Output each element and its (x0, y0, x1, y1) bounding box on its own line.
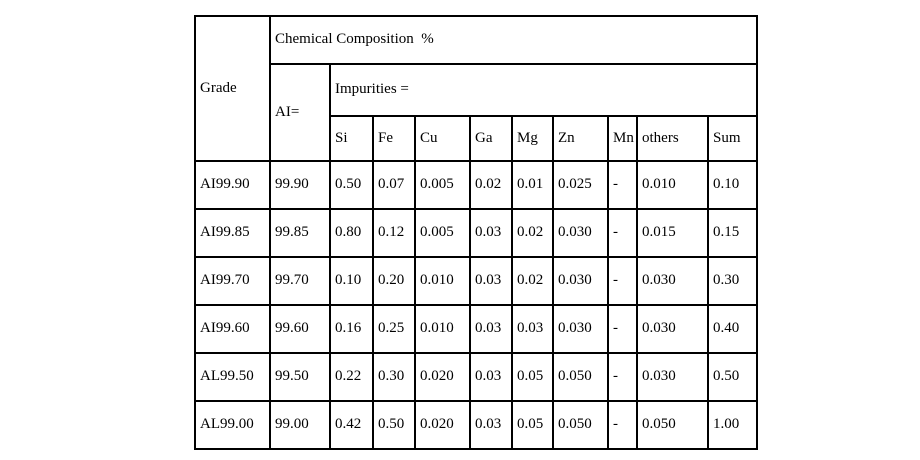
col-header-cu: Cu (414, 115, 471, 162)
value-cell-cu: 0.005 (414, 208, 471, 258)
value-cell-ga: 0.03 (469, 352, 513, 402)
col-header-fe: Fe (372, 115, 416, 162)
value-cell-others: 0.010 (636, 160, 709, 210)
value-cell-mn: - (607, 400, 638, 450)
al-column-header: AI= (269, 63, 331, 162)
value-cell-mn: - (607, 208, 638, 258)
value-cell-zn: 0.025 (552, 160, 609, 210)
grade-cell: AI99.60 (194, 304, 271, 354)
table-row: AI99.70 99.70 0.10 0.20 0.010 0.03 0.02 … (194, 256, 758, 306)
al-cell: 99.00 (269, 400, 331, 450)
value-cell-mn: - (607, 352, 638, 402)
value-cell-si: 0.22 (329, 352, 374, 402)
grade-cell: AI99.85 (194, 208, 271, 258)
value-cell-sum: 0.15 (707, 208, 758, 258)
value-cell-fe: 0.25 (372, 304, 416, 354)
impurities-header: Impurities = (329, 63, 758, 117)
value-cell-ga: 0.03 (469, 208, 513, 258)
value-cell-zn: 0.030 (552, 304, 609, 354)
value-cell-sum: 0.30 (707, 256, 758, 306)
value-cell-others: 0.030 (636, 256, 709, 306)
header-row-title: Grade Chemical Composition % (194, 15, 758, 162)
value-cell-fe: 0.07 (372, 160, 416, 210)
value-cell-mg: 0.02 (511, 256, 554, 306)
grade-cell: AI99.90 (194, 160, 271, 210)
al-cell: 99.70 (269, 256, 331, 306)
value-cell-ga: 0.03 (469, 256, 513, 306)
table-row: AI99.60 99.60 0.16 0.25 0.010 0.03 0.03 … (194, 304, 758, 354)
al-cell: 99.50 (269, 352, 331, 402)
grade-column-header: Grade (194, 15, 271, 162)
al-cell: 99.60 (269, 304, 331, 354)
value-cell-zn: 0.050 (552, 352, 609, 402)
al-cell: 99.85 (269, 208, 331, 258)
col-header-zn: Zn (552, 115, 609, 162)
value-cell-cu: 0.005 (414, 160, 471, 210)
value-cell-mn: - (607, 160, 638, 210)
col-header-si: Si (329, 115, 374, 162)
value-cell-fe: 0.30 (372, 352, 416, 402)
value-cell-mg: 0.03 (511, 304, 554, 354)
table-title: Chemical Composition % (269, 15, 758, 65)
table-row: AI99.85 99.85 0.80 0.12 0.005 0.03 0.02 … (194, 208, 758, 258)
header-row-elements: Si Fe Cu Ga Mg Zn Mn others Sum (195, 115, 758, 162)
value-cell-mg: 0.05 (511, 400, 554, 450)
grade-cell: AL99.50 (194, 352, 271, 402)
value-cell-cu: 0.010 (414, 256, 471, 306)
value-cell-mn: - (607, 304, 638, 354)
col-header-sum: Sum (707, 115, 758, 162)
value-cell-si: 0.50 (329, 160, 374, 210)
col-header-ga: Ga (469, 115, 513, 162)
value-cell-mn: - (607, 256, 638, 306)
value-cell-others: 0.050 (636, 400, 709, 450)
value-cell-mg: 0.05 (511, 352, 554, 402)
value-cell-sum: 0.50 (707, 352, 758, 402)
value-cell-sum: 0.10 (707, 160, 758, 210)
value-cell-others: 0.015 (636, 208, 709, 258)
value-cell-zn: 0.050 (552, 400, 609, 450)
table-row: AL99.00 99.00 0.42 0.50 0.020 0.03 0.05 … (194, 400, 758, 450)
value-cell-ga: 0.03 (469, 304, 513, 354)
value-cell-sum: 0.40 (707, 304, 758, 354)
value-cell-others: 0.030 (636, 304, 709, 354)
value-cell-zn: 0.030 (552, 208, 609, 258)
value-cell-sum: 1.00 (707, 400, 758, 450)
value-cell-mg: 0.01 (511, 160, 554, 210)
value-cell-si: 0.16 (329, 304, 374, 354)
value-cell-ga: 0.02 (469, 160, 513, 210)
value-cell-zn: 0.030 (552, 256, 609, 306)
value-cell-si: 0.80 (329, 208, 374, 258)
grade-cell: AL99.00 (194, 400, 271, 450)
value-cell-mg: 0.02 (511, 208, 554, 258)
value-cell-fe: 0.50 (372, 400, 416, 450)
value-cell-ga: 0.03 (469, 400, 513, 450)
al-cell: 99.90 (269, 160, 331, 210)
value-cell-cu: 0.020 (414, 352, 471, 402)
value-cell-fe: 0.12 (372, 208, 416, 258)
col-header-mn: Mn (607, 115, 638, 162)
value-cell-si: 0.10 (329, 256, 374, 306)
table-row: AL99.50 99.50 0.22 0.30 0.020 0.03 0.05 … (194, 352, 758, 402)
value-cell-si: 0.42 (329, 400, 374, 450)
col-header-mg: Mg (511, 115, 554, 162)
header-row-impurities: AI= Impurities = (195, 63, 758, 162)
chemical-composition-table: Grade Chemical Composition % AI= Impurit… (194, 15, 758, 450)
value-cell-cu: 0.020 (414, 400, 471, 450)
value-cell-others: 0.030 (636, 352, 709, 402)
value-cell-cu: 0.010 (414, 304, 471, 354)
table-row: AI99.90 99.90 0.50 0.07 0.005 0.02 0.01 … (194, 160, 758, 210)
grade-cell: AI99.70 (194, 256, 271, 306)
col-header-others: others (636, 115, 709, 162)
value-cell-fe: 0.20 (372, 256, 416, 306)
